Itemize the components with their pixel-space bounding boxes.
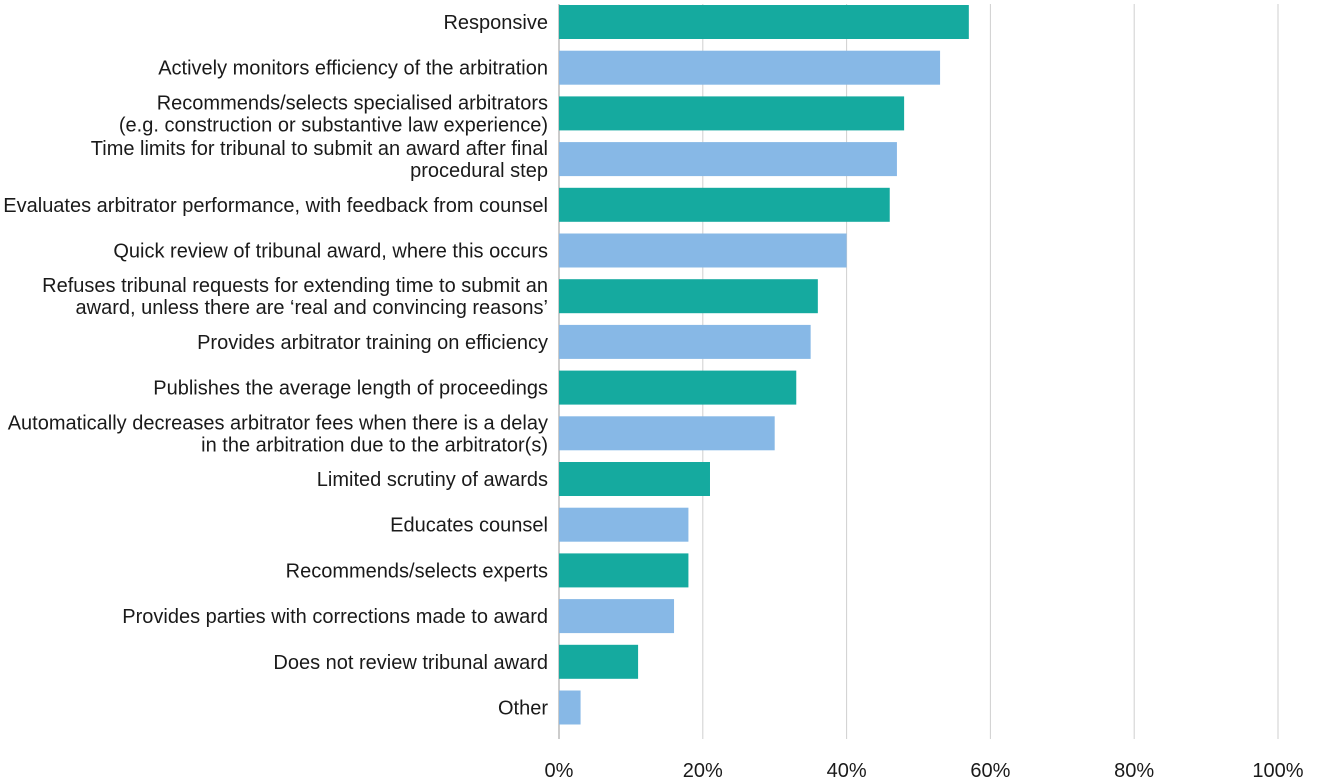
bar — [559, 324, 811, 359]
category-label: Evaluates arbitrator performance, with f… — [3, 195, 548, 217]
bars — [559, 5, 969, 725]
bar — [559, 50, 941, 85]
category-label-line: Limited scrutiny of awards — [317, 469, 548, 491]
category-label-line: Publishes the average length of proceedi… — [153, 378, 548, 400]
category-label: Publishes the average length of proceedi… — [153, 378, 548, 400]
category-label-line: Time limits for tribunal to submit an aw… — [91, 138, 548, 160]
category-label-line: Educates counsel — [390, 515, 548, 537]
bar — [559, 599, 675, 634]
category-label-line: Other — [498, 698, 548, 720]
bar — [559, 507, 689, 542]
x-axis-ticks: 0% 20% 40% 60% 80% 100% — [545, 760, 1304, 782]
bar — [559, 553, 689, 588]
bar — [559, 644, 639, 679]
category-labels: Responsive Actively monitors efficiency o… — [3, 12, 548, 720]
bar — [559, 279, 818, 314]
category-label-line: Recommends/selects experts — [286, 560, 548, 582]
category-label-line: Quick review of tribunal award, where th… — [113, 241, 548, 263]
category-label: Quick review of tribunal award, where th… — [113, 241, 548, 263]
category-label: Responsive — [443, 12, 548, 34]
bar — [559, 5, 969, 39]
category-label-line: Refuses tribunal requests for extending … — [42, 275, 548, 297]
bar — [559, 462, 710, 496]
category-label: Provides parties with corrections made t… — [122, 606, 548, 628]
x-tick-label: 80% — [1114, 760, 1154, 782]
category-label: Automatically decreases arbitrator fees … — [8, 412, 548, 456]
category-label: Provides arbitrator training on efficien… — [197, 332, 548, 354]
category-label: Refuses tribunal requests for extending … — [42, 275, 548, 319]
category-label: Educates counsel — [390, 515, 548, 537]
bar — [559, 96, 905, 131]
category-label: Actively monitors efficiency of the arbi… — [158, 58, 548, 80]
category-label-line: Provides arbitrator training on efficien… — [197, 332, 548, 354]
category-label: Recommends/selects experts — [286, 560, 548, 582]
category-label: Limited scrutiny of awards — [317, 469, 548, 491]
category-label-line: Provides parties with corrections made t… — [122, 606, 548, 628]
category-label: Does not review tribunal award — [273, 652, 548, 674]
category-label-line: Recommends/selects specialised arbitrato… — [157, 92, 548, 114]
category-label: Recommends/selects specialised arbitrato… — [119, 92, 548, 136]
category-label-line: Automatically decreases arbitrator fees … — [8, 412, 548, 434]
category-label-line: Evaluates arbitrator performance, with f… — [3, 195, 548, 217]
category-label-line: Actively monitors efficiency of the arbi… — [158, 58, 548, 80]
category-label-line: Responsive — [443, 12, 548, 34]
x-tick-label: 60% — [970, 760, 1010, 782]
x-tick-label: 20% — [683, 760, 723, 782]
x-tick-label: 0% — [545, 760, 574, 782]
bar — [559, 416, 775, 451]
category-label-line: Does not review tribunal award — [273, 652, 548, 674]
bar — [559, 233, 847, 268]
category-label-line: procedural step — [410, 160, 548, 182]
category-label: Other — [498, 698, 548, 720]
category-label-line: (e.g. construction or substantive law ex… — [119, 114, 548, 136]
bar — [559, 142, 897, 177]
bar — [559, 690, 581, 725]
category-label-line: in the arbitration due to the arbitrator… — [201, 434, 548, 456]
x-tick-label: 40% — [827, 760, 867, 782]
x-tick-label: 100% — [1252, 760, 1303, 782]
bar — [559, 187, 890, 222]
bar — [559, 370, 797, 405]
category-label: Time limits for tribunal to submit an aw… — [91, 138, 548, 182]
category-label-line: award, unless there are ‘real and convin… — [76, 297, 549, 319]
